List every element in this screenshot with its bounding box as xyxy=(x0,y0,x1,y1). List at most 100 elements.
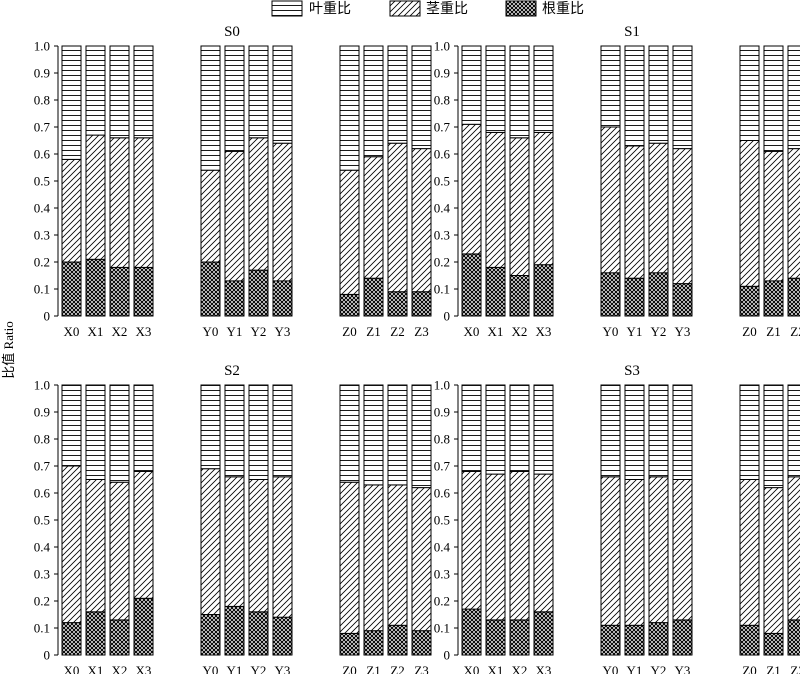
y-tick-label: 0.4 xyxy=(434,540,451,555)
x-tick-label: X0 xyxy=(464,324,480,339)
bar-leaf-Y2 xyxy=(248,45,269,139)
bar-stem-Z1 xyxy=(363,484,384,632)
bar-root-Y3 xyxy=(272,280,293,317)
x-tick-label: X0 xyxy=(464,663,480,674)
bar-leaf-Y3 xyxy=(272,45,293,144)
y-tick-label: 0.2 xyxy=(434,255,450,270)
y-tick-label: 0.4 xyxy=(34,540,51,555)
bar-stem-X2 xyxy=(509,470,530,621)
bar-leaf-X2 xyxy=(509,384,530,472)
bar-stem-Z3 xyxy=(411,487,432,632)
bar-stem-Y0 xyxy=(600,126,621,274)
legend-label-leaf: 叶重比 xyxy=(309,1,351,17)
bar-root-Y3 xyxy=(272,616,293,656)
bar-leaf-Z0 xyxy=(339,384,360,483)
bar-stem-Y1 xyxy=(224,476,245,607)
bar-root-Y2 xyxy=(648,272,669,317)
y-tick-label: 0.1 xyxy=(434,621,450,636)
x-tick-label: Z1 xyxy=(366,663,380,674)
bar-leaf-Z0 xyxy=(739,45,760,141)
bar-leaf-Z2 xyxy=(387,45,408,144)
bar-root-Y1 xyxy=(224,605,245,656)
x-tick-label: Z0 xyxy=(342,324,356,339)
x-tick-label: Z1 xyxy=(766,324,780,339)
y-tick-label: 0.5 xyxy=(34,513,50,528)
bar-leaf-Z2 xyxy=(787,45,800,150)
x-tick-label: Y0 xyxy=(603,663,619,674)
bar-root-X1 xyxy=(85,258,106,317)
bar-leaf-X3 xyxy=(533,45,554,133)
bar-leaf-X1 xyxy=(85,384,106,480)
bar-root-Y1 xyxy=(224,280,245,317)
bar-leaf-Z2 xyxy=(387,384,408,486)
bar-leaf-Y1 xyxy=(224,45,245,152)
bar-root-X1 xyxy=(485,266,506,317)
bar-stem-Z2 xyxy=(787,476,800,621)
y-tick-label: 0.7 xyxy=(434,120,451,135)
bar-root-Y0 xyxy=(600,624,621,656)
x-tick-label: X0 xyxy=(64,324,80,339)
bar-stem-X1 xyxy=(85,479,106,613)
y-tick-label: 0.1 xyxy=(34,282,50,297)
y-tick-label: 1.0 xyxy=(34,39,50,54)
bar-root-Z1 xyxy=(363,277,384,317)
panel-S3: S3 0 0.1 0.2 0.3 0.4 0.5 0.6 0.7 0.8 0.9 1.0 X0 X1 X2 X… xyxy=(434,363,800,674)
bar-leaf-Y0 xyxy=(600,384,621,478)
bar-stem-Y3 xyxy=(272,476,293,618)
x-tick-label: Z2 xyxy=(390,324,404,339)
bar-stem-X3 xyxy=(533,131,554,266)
panel-title: S2 xyxy=(224,363,240,379)
bar-root-X3 xyxy=(533,611,554,656)
bar-root-Z2 xyxy=(787,619,800,656)
bar-leaf-Y0 xyxy=(200,45,221,171)
bar-stem-Y3 xyxy=(672,479,693,621)
bar-leaf-X0 xyxy=(61,384,82,467)
legend-item-leaf: 叶重比 xyxy=(271,0,351,17)
chart-panels: S0 0 0.1 0.2 0.3 0.4 0.5 0.6 0.7 0.8 0.9 1.0 X0 X1 X2 X… xyxy=(34,24,800,674)
bar-root-Z0 xyxy=(339,632,360,656)
y-tick-label: 0.4 xyxy=(34,201,51,216)
x-tick-label: Y2 xyxy=(251,324,267,339)
bar-root-Z0 xyxy=(739,285,760,317)
bar-leaf-X3 xyxy=(133,45,154,139)
panel-title: S3 xyxy=(624,363,640,379)
bar-leaf-X3 xyxy=(133,384,154,472)
x-tick-label: Z1 xyxy=(766,663,780,674)
panel-title: S1 xyxy=(624,24,640,40)
y-tick-label: 0.7 xyxy=(34,120,51,135)
x-tick-label: Z2 xyxy=(790,663,800,674)
bar-root-Y0 xyxy=(600,272,621,317)
x-tick-label: Y2 xyxy=(651,324,667,339)
x-tick-label: Y1 xyxy=(627,324,643,339)
x-tick-label: Y0 xyxy=(203,663,219,674)
y-tick-label: 0.4 xyxy=(434,201,451,216)
bar-root-Y0 xyxy=(200,614,221,656)
x-tick-label: Y2 xyxy=(251,663,267,674)
x-tick-label: Y1 xyxy=(227,324,243,339)
bar-root-X2 xyxy=(109,266,130,317)
bar-leaf-Y2 xyxy=(248,384,269,480)
y-tick-label: 0.5 xyxy=(34,174,50,189)
bar-stem-Z3 xyxy=(411,148,432,293)
x-tick-label: Y1 xyxy=(627,663,643,674)
y-tick-label: 1.0 xyxy=(434,39,450,54)
y-tick-label: 0.3 xyxy=(434,228,450,243)
bar-root-Y3 xyxy=(672,619,693,656)
bar-leaf-X1 xyxy=(485,45,506,133)
y-tick-label: 0.3 xyxy=(434,567,450,582)
bar-leaf-X2 xyxy=(109,384,130,483)
x-tick-label: Z2 xyxy=(790,324,800,339)
bar-root-X0 xyxy=(61,622,82,656)
bar-root-X3 xyxy=(133,266,154,317)
bar-root-Y1 xyxy=(624,277,645,317)
bar-leaf-Z2 xyxy=(787,384,800,478)
bar-stem-Y2 xyxy=(248,137,269,271)
panel-title: S0 xyxy=(224,24,240,40)
bar-root-Z1 xyxy=(763,632,784,656)
y-tick-label: 0 xyxy=(44,648,51,663)
bar-stem-Z0 xyxy=(739,140,760,287)
bar-leaf-X1 xyxy=(485,384,506,475)
bar-leaf-Z1 xyxy=(763,45,784,152)
y-tick-label: 0.5 xyxy=(434,174,450,189)
bar-stem-Y1 xyxy=(624,479,645,626)
